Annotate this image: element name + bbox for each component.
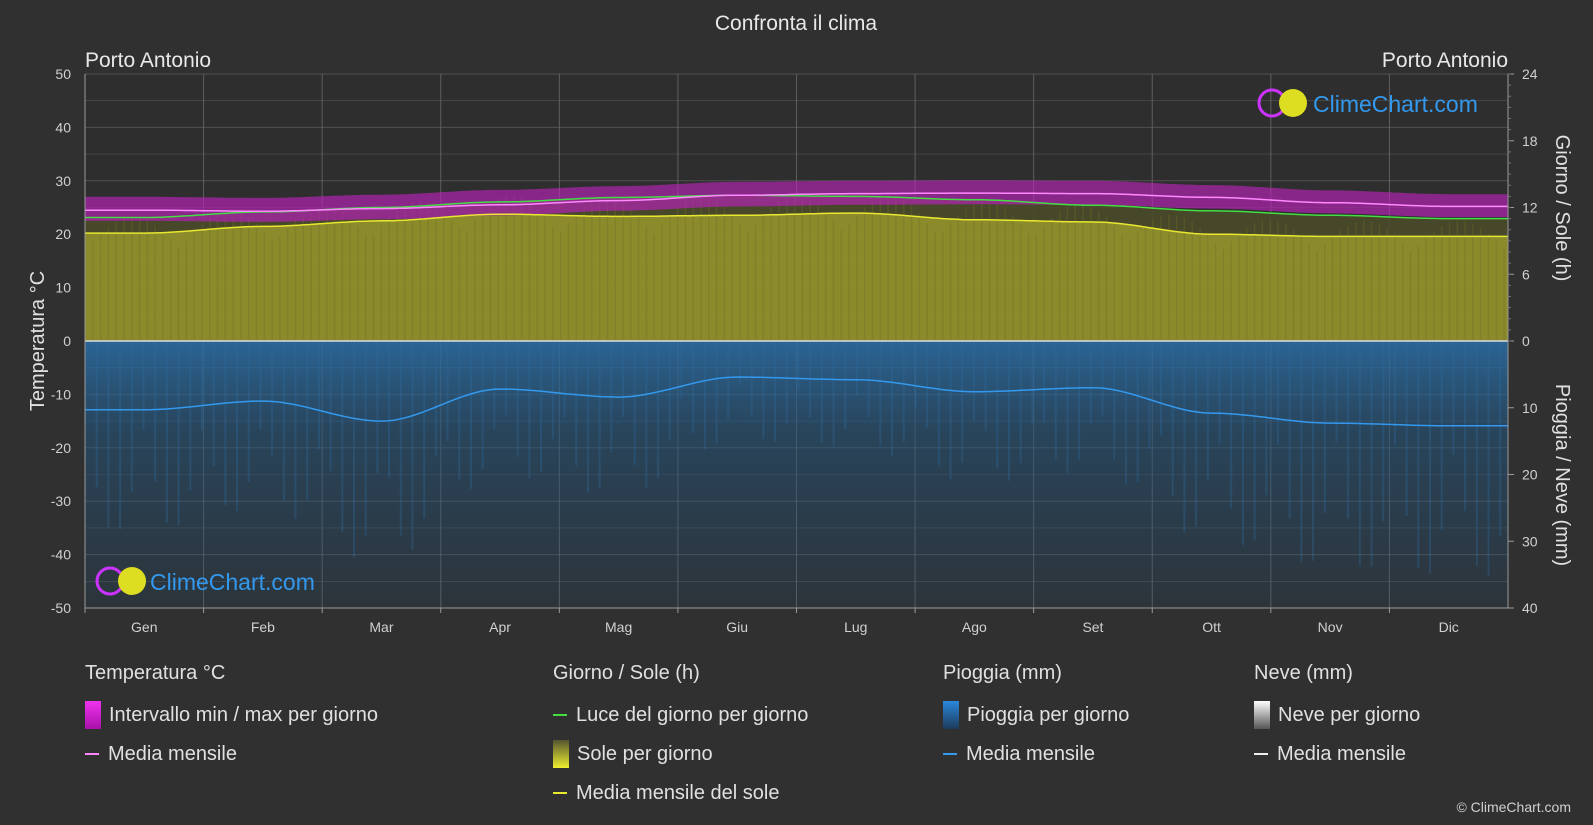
line-swatch [943, 753, 957, 755]
y-right-bottom-tick-label: 20 [1522, 467, 1538, 483]
temperature-range-band [85, 180, 1508, 222]
legend-temperature: Temperatura °C Intervallo min / max per … [85, 662, 378, 779]
line-swatch [553, 714, 567, 716]
y-left-tick-label: -20 [51, 440, 71, 456]
x-tick-label: Ott [1202, 619, 1221, 635]
legend-item: Luce del giorno per giorno [553, 701, 808, 729]
y-right-top-tick-label: 12 [1522, 200, 1538, 216]
legend-title: Pioggia (mm) [943, 662, 1062, 684]
y-left-tick-label: 20 [55, 226, 71, 242]
line-swatch [553, 792, 567, 794]
x-tick-label: Mag [605, 619, 632, 635]
legend-label: Media mensile [966, 742, 1095, 765]
y-left-tick-label: -10 [51, 386, 71, 402]
brand-logo-bottom: ClimeChart.com [95, 566, 315, 596]
y-right-bottom-label: Pioggia / Neve (mm) [1551, 384, 1573, 566]
axes: 50 40 30 20 10 0 -10 -20 -30 -40 -50 24 18 12 6 0 10 20 30… [51, 66, 1538, 635]
x-tick-label: Lug [844, 619, 867, 635]
y-left-tick-label: -30 [51, 493, 71, 509]
legend-label: Intervallo min / max per giorno [109, 703, 379, 726]
legend-item: Media mensile [85, 740, 378, 768]
y-left-tick-label: 50 [55, 66, 71, 82]
snow-swatch [1254, 701, 1270, 729]
legend-label: Media mensile [1277, 742, 1406, 765]
y-right-top-tick-label: 6 [1522, 266, 1530, 282]
rain-swatch [943, 701, 959, 729]
y-left-label: Temperatura °C [27, 271, 49, 411]
location-right: Porto Antonio [1382, 49, 1508, 72]
brand-logo-top: ClimeChart.com [1257, 88, 1478, 118]
logo-sun-icon [1279, 89, 1307, 117]
range-swatch [85, 701, 101, 729]
legend-item: Neve per giorno [1254, 701, 1420, 729]
legend-item: Sole per giorno [553, 740, 808, 768]
x-tick-label: Nov [1318, 619, 1343, 635]
sunshine-mean-line [85, 212, 1508, 238]
y-left-tick-label: -50 [51, 600, 71, 616]
legend-label: Luce del giorno per giorno [576, 703, 809, 726]
y-right-top-tick-label: 24 [1522, 66, 1538, 82]
legend-item: Media mensile [943, 740, 1129, 768]
brand-text-top: ClimeChart.com [1313, 91, 1478, 117]
x-tick-label: Giu [726, 619, 748, 635]
legend-item: Intervallo min / max per giorno [85, 701, 378, 729]
y-left-tick-label: 10 [55, 280, 71, 296]
sun-swatch [553, 740, 569, 768]
legend-title: Giorno / Sole (h) [553, 662, 700, 684]
legend-item: Media mensile [1254, 740, 1420, 768]
legend-title: Temperatura °C [85, 662, 226, 684]
x-tick-label: Apr [489, 619, 511, 635]
y-left-tick-label: -40 [51, 547, 71, 563]
rain-area [85, 341, 1508, 608]
legend-label: Sole per giorno [577, 742, 713, 765]
legend-sun: Giorno / Sole (h) Luce del giorno per gi… [553, 662, 808, 818]
x-tick-label: Dic [1439, 619, 1459, 635]
sunshine-area [85, 213, 1508, 341]
legend-label: Pioggia per giorno [967, 703, 1130, 726]
legend-item: Pioggia per giorno [943, 701, 1129, 729]
y-right-top-tick-label: 18 [1522, 133, 1538, 149]
legend-snow: Neve (mm) Neve per giorno Media mensile [1254, 662, 1420, 779]
legend-title: Neve (mm) [1254, 662, 1353, 684]
chart-title: Confronta il clima [715, 12, 878, 35]
x-tick-label: Ago [962, 619, 987, 635]
legend-label: Media mensile [108, 742, 237, 765]
y-left-tick-label: 0 [63, 333, 71, 349]
y-left-tick-label: 30 [55, 173, 71, 189]
x-tick-label: Feb [251, 619, 275, 635]
y-right-bottom-tick-label: 10 [1522, 400, 1538, 416]
legend-label: Media mensile del sole [576, 781, 780, 804]
line-swatch [1254, 753, 1268, 755]
x-tick-label: Gen [131, 619, 157, 635]
brand-text-bottom: ClimeChart.com [150, 569, 315, 595]
copyright: © ClimeChart.com [1456, 799, 1571, 815]
y-right-top-label: Giorno / Sole (h) [1551, 135, 1573, 282]
temperature-mean-line [85, 192, 1508, 212]
y-right-top-tick-label: 0 [1522, 333, 1530, 349]
location-left: Porto Antonio [85, 49, 211, 72]
data-marks [85, 180, 1508, 608]
x-tick-label: Set [1082, 619, 1103, 635]
legend-label: Neve per giorno [1278, 703, 1421, 726]
y-right-bottom-tick-label: 40 [1522, 600, 1538, 616]
legend-item: Media mensile del sole [553, 779, 808, 807]
legend-rain: Pioggia (mm) Pioggia per giorno Media me… [943, 662, 1129, 779]
x-tick-label: Mar [369, 619, 393, 635]
y-left-tick-label: 40 [55, 119, 71, 135]
y-right-bottom-tick-label: 30 [1522, 533, 1538, 549]
logo-sun-icon [118, 567, 146, 595]
rain-mean-line [85, 376, 1508, 427]
line-swatch [85, 753, 99, 755]
